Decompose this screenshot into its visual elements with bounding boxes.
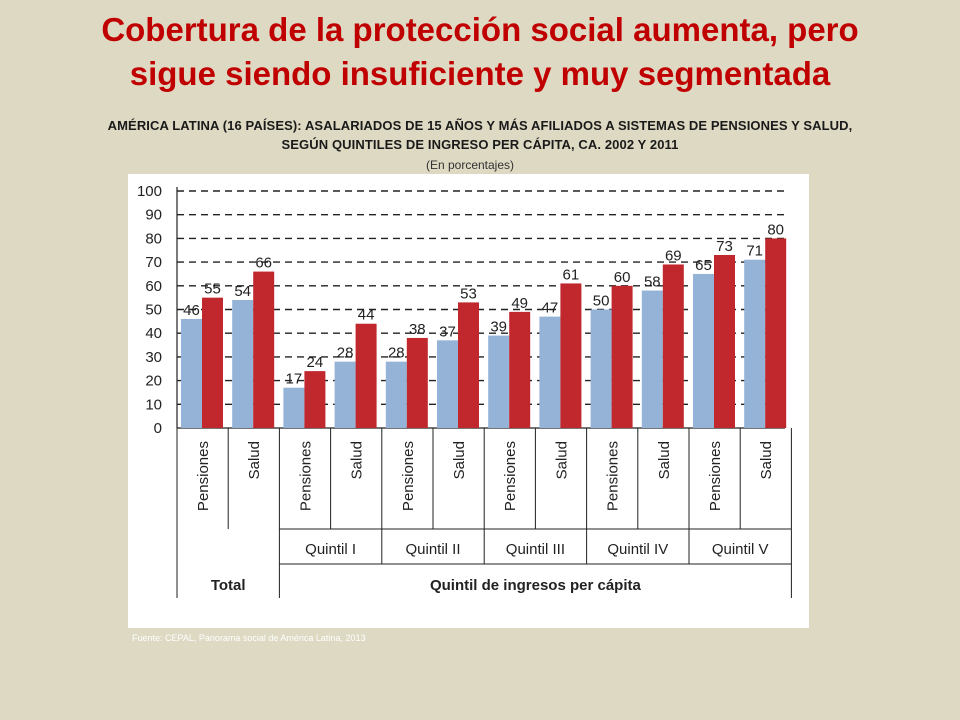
title-line-2: sigue siendo insuficiente y muy segmenta…: [129, 55, 831, 92]
x-category-label: Salud: [758, 441, 775, 479]
bar-2002-2: [232, 300, 254, 428]
x-category-label: Pensiones: [400, 441, 417, 511]
data-label: 73: [716, 238, 733, 255]
x-category-label: Pensiones: [605, 441, 622, 511]
data-label: 47: [542, 300, 559, 317]
group-label: Quintil III: [506, 541, 565, 558]
data-label: 37: [439, 323, 456, 340]
group-label: Quintil V: [712, 541, 769, 558]
bar-2011-3: [304, 371, 326, 428]
data-label: 55: [204, 281, 221, 298]
bar-2011-5: [406, 337, 428, 428]
slide-title: Cobertura de la protección social aument…: [0, 8, 960, 96]
bar-2002-3: [283, 387, 305, 428]
bar-2002-5: [385, 361, 407, 428]
data-label: 80: [767, 221, 784, 238]
bar-2011-4: [355, 323, 377, 428]
x-category-label: Salud: [349, 441, 366, 479]
data-label: 71: [746, 243, 763, 260]
data-label: 53: [460, 285, 477, 302]
bar-chart: 01020304050607080901004655Pensiones5466S…: [137, 183, 792, 598]
bar-2011-1: [202, 297, 223, 428]
group-label: Quintil IV: [607, 541, 668, 558]
data-label: 28: [337, 345, 354, 362]
data-label: 38: [409, 321, 426, 338]
chart-units: (En porcentajes): [425, 158, 515, 172]
x-category-label: Salud: [553, 441, 570, 479]
bar-2011-11: [714, 254, 735, 428]
title-line-1: Cobertura de la protección social aument…: [101, 11, 859, 48]
y-tick-label: 20: [145, 373, 162, 390]
bar-2002-12: [744, 259, 766, 428]
bar-2002-4: [334, 361, 356, 428]
bar-2002-1: [181, 318, 202, 428]
x-category-label: Pensiones: [707, 441, 724, 511]
data-label: 49: [511, 295, 528, 312]
data-label: 39: [490, 319, 507, 336]
data-label: 66: [255, 255, 272, 272]
subtitle-line-2: SEGÚN QUINTILES DE INGRESO PER CÁPITA, C…: [281, 137, 679, 152]
source-note: Fuente: CEPAL, Panorama social de Améric…: [132, 633, 366, 643]
supergroup-label-total: Total: [211, 577, 246, 594]
y-tick-label: 90: [145, 207, 162, 224]
data-label: 17: [286, 371, 303, 388]
y-tick-label: 60: [145, 278, 162, 295]
group-label: Quintil II: [405, 541, 460, 558]
y-tick-label: 0: [154, 420, 162, 437]
x-category-label: Salud: [246, 441, 263, 479]
x-category-label: Salud: [451, 441, 468, 479]
x-category-label: Pensiones: [297, 441, 314, 511]
data-label: 24: [307, 354, 324, 371]
x-category-label: Salud: [656, 441, 673, 479]
y-tick-label: 50: [145, 302, 162, 319]
bar-2002-11: [693, 273, 714, 428]
group-label: Quintil I: [305, 541, 356, 558]
y-tick-label: 70: [145, 254, 162, 271]
x-category-label: Pensiones: [195, 441, 212, 511]
bar-2011-12: [765, 238, 787, 428]
data-label: 46: [183, 302, 200, 319]
data-label: 69: [665, 247, 682, 264]
bar-2011-10: [662, 264, 684, 428]
x-category-label: Pensiones: [502, 441, 519, 511]
data-label: 50: [593, 293, 610, 310]
bar-2011-6: [458, 302, 479, 428]
data-label: 54: [234, 283, 251, 300]
bar-2002-6: [437, 340, 458, 428]
bar-2011-8: [560, 283, 582, 428]
chart-subtitle: AMÉRICA LATINA (16 PAÍSES): ASALARIADOS …: [40, 116, 920, 154]
supergroup-label-quintiles: Quintil de ingresos per cápita: [430, 577, 642, 594]
bar-2002-9: [590, 309, 612, 428]
bar-2011-2: [253, 271, 275, 428]
data-label: 44: [358, 307, 375, 324]
bar-2002-8: [539, 316, 561, 428]
bar-2011-9: [611, 285, 633, 428]
y-tick-label: 100: [137, 183, 162, 200]
data-label: 60: [614, 269, 631, 286]
data-label: 65: [695, 257, 712, 274]
data-label: 61: [563, 266, 580, 283]
bar-2002-7: [488, 335, 510, 428]
bar-2011-7: [509, 311, 531, 428]
subtitle-line-1: AMÉRICA LATINA (16 PAÍSES): ASALARIADOS …: [107, 118, 853, 133]
y-tick-label: 40: [145, 325, 162, 342]
data-label: 58: [644, 274, 661, 291]
bar-2002-10: [641, 290, 663, 428]
data-label: 28: [388, 345, 405, 362]
y-tick-label: 80: [145, 230, 162, 247]
y-tick-label: 10: [145, 396, 162, 413]
y-tick-label: 30: [145, 349, 162, 366]
chart-panel: 0 10 20 30 40 50 60 70 80 90 100 46 55 Pensiones 54 66 S…: [128, 174, 809, 628]
